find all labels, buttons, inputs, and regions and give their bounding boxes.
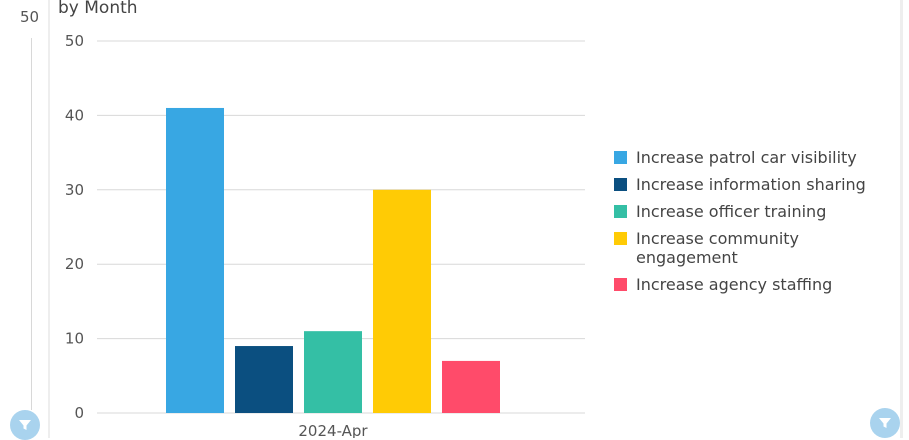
legend-swatch bbox=[614, 178, 627, 191]
legend-swatch bbox=[614, 151, 627, 164]
legend-item[interactable]: Increase information sharing bbox=[614, 175, 889, 194]
y-tick-label: 50 bbox=[65, 32, 84, 50]
chart-legend: Increase patrol car visibility Increase i… bbox=[614, 148, 889, 302]
legend-label: Increase community engagement bbox=[636, 229, 800, 267]
chart-subtitle: by Month bbox=[58, 0, 138, 18]
filter-button-right[interactable] bbox=[870, 408, 900, 438]
legend-swatch bbox=[614, 232, 627, 245]
legend-label: Increase agency staffing bbox=[636, 275, 833, 294]
legend-item[interactable]: Increase agency staffing bbox=[614, 275, 889, 294]
legend-label: Increase information sharing bbox=[636, 175, 866, 194]
filter-icon bbox=[19, 420, 31, 430]
previous-chart-y-tick: 50 bbox=[20, 8, 40, 26]
previous-chart-strip: 50 bbox=[0, 0, 50, 438]
filter-icon bbox=[879, 418, 891, 428]
panel-divider-right bbox=[900, 0, 903, 438]
legend-item[interactable]: Increase community engagement bbox=[614, 229, 889, 267]
y-tick-label: 30 bbox=[65, 181, 84, 199]
legend-label: Increase patrol car visibility bbox=[636, 148, 857, 167]
y-tick-label: 40 bbox=[65, 106, 84, 124]
legend-swatch bbox=[614, 205, 627, 218]
bar-5 bbox=[442, 360, 500, 413]
bar-1 bbox=[166, 107, 224, 414]
previous-chart-axis-line bbox=[31, 38, 32, 410]
legend-swatch bbox=[614, 278, 627, 291]
filter-button-left[interactable] bbox=[10, 410, 40, 440]
legend-item[interactable]: Increase patrol car visibility bbox=[614, 148, 889, 167]
x-tick-label: 2024-Apr bbox=[298, 422, 368, 438]
bar-4 bbox=[373, 189, 431, 413]
panel-divider bbox=[48, 0, 50, 438]
y-tick-label: 10 bbox=[65, 330, 84, 348]
y-tick-label: 20 bbox=[65, 255, 84, 273]
y-tick-label: 0 bbox=[74, 404, 84, 422]
legend-label: Increase officer training bbox=[636, 202, 827, 221]
bar-2 bbox=[235, 346, 293, 413]
legend-item[interactable]: Increase officer training bbox=[614, 202, 889, 221]
bar-3 bbox=[304, 331, 362, 413]
